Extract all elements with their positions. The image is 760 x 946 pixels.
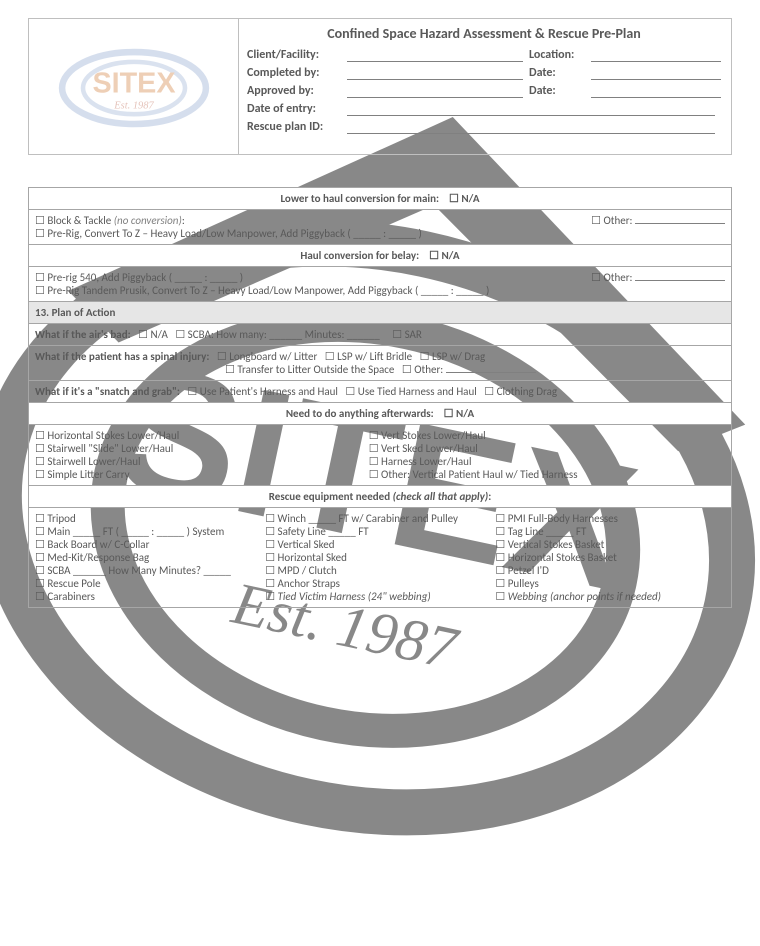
chk-eq-b0[interactable]: Winch _____ FT w/ Carabiner and Pulley: [265, 512, 493, 525]
row-snatch: What if it's a "snatch and grab": Use Pa…: [29, 380, 732, 402]
chk-after-r1[interactable]: Vert Sked Lower/Haul: [369, 442, 700, 455]
chk-lsp-drag[interactable]: LSP w/ Drag: [420, 350, 486, 363]
chk-block-tackle[interactable]: Block & Tackle: [35, 214, 111, 227]
label-rescue: Rescue plan ID:: [247, 120, 347, 136]
svg-text:Est. 1987: Est. 1987: [113, 100, 154, 111]
field-other-main[interactable]: [635, 214, 725, 224]
chk-after-r2[interactable]: Harness Lower/Haul: [369, 455, 700, 468]
chk-tied-harness[interactable]: Use Tied Harness and Haul: [345, 385, 476, 398]
chk-after-l2[interactable]: Stairwell Lower/Haul: [35, 455, 366, 468]
lower-main-options: Block & Tackle (no conversion): Other: P…: [29, 209, 732, 244]
field-date1[interactable]: [591, 66, 721, 80]
row-air: What if the air's bad: N/A SCBA: How man…: [29, 323, 732, 345]
equip-title: Rescue equipment needed (check all that …: [29, 485, 732, 507]
equip-options: Tripod Main _____ FT ( _____ : _____ ) S…: [29, 507, 732, 607]
chk-eq-a1[interactable]: Main _____ FT ( _____ : _____ ) System: [35, 525, 263, 538]
logo-cell: SITEX Est. 1987: [29, 19, 239, 155]
chk-eq-b3[interactable]: Horizontal Sked: [265, 551, 493, 564]
chk-eq-a6[interactable]: Carabiners: [35, 590, 263, 603]
chk-eq-c3[interactable]: Horizontal Stokes Basket: [495, 551, 716, 564]
chk-eq-a5[interactable]: Rescue Pole: [35, 577, 263, 590]
chk-patient-harness[interactable]: Use Patient's Harness and Haul: [187, 385, 338, 398]
haul-belay-title: Haul conversion for belay: N/A: [29, 244, 732, 266]
label-entry: Date of entry:: [247, 102, 347, 118]
after-col-left: Horizontal Stokes Lower/Haul Stairwell "…: [35, 429, 366, 481]
chk-scba[interactable]: SCBA: How many: ______ Minutes: ______: [175, 328, 379, 341]
label-date2: Date:: [529, 84, 591, 100]
chk-eq-c6[interactable]: Webbing (anchor points if needed): [495, 590, 716, 603]
page-title: Confined Space Hazard Assessment & Rescu…: [247, 25, 721, 42]
chk-lsp-lift[interactable]: LSP w/ Lift Bridle: [325, 350, 412, 363]
after-options: Horizontal Stokes Lower/Haul Stairwell "…: [29, 424, 732, 485]
chk-other-main[interactable]: Other:: [591, 214, 632, 227]
label-location: Location:: [529, 48, 591, 64]
chk-eq-c1[interactable]: Tag Line _____ FT: [495, 525, 716, 538]
chk-after-na[interactable]: N/A: [444, 407, 475, 420]
haul-belay-options: Pre-rig 540, Add Piggyback ( _____ : ___…: [29, 266, 732, 301]
chk-eq-a4[interactable]: SCBA ______ How Many Minutes? _____: [35, 564, 263, 577]
chk-after-l1[interactable]: Stairwell "Slide" Lower/Haul: [35, 442, 366, 455]
chk-prerig-z[interactable]: Pre-Rig, Convert To Z – Heavy Load/Low M…: [35, 227, 422, 240]
chk-sar[interactable]: SAR: [392, 328, 422, 341]
after-title: Need to do anything afterwards: N/A: [29, 402, 732, 424]
chk-tandem[interactable]: Pre-Rig Tandem Prusik, Convert To Z – He…: [35, 284, 489, 297]
field-location[interactable]: [591, 48, 721, 62]
equip-col1: Tripod Main _____ FT ( _____ : _____ ) S…: [35, 512, 263, 603]
sitex-logo-small: SITEX Est. 1987: [49, 39, 219, 131]
field-date2[interactable]: [591, 84, 721, 98]
chk-after-r3[interactable]: Other: Vertical Patient Haul w/ Tied Har…: [369, 468, 700, 481]
after-col-right: Vert Stokes Lower/Haul Vert Sked Lower/H…: [369, 429, 700, 481]
chk-eq-b6[interactable]: Tied Victim Harness (24" webbing): [265, 590, 493, 603]
chk-clothing-drag[interactable]: Clothing Drag: [484, 385, 557, 398]
chk-eq-c2[interactable]: Vertical Stokes Basket: [495, 538, 716, 551]
label-date1: Date:: [529, 66, 591, 82]
field-rescue[interactable]: [347, 120, 715, 134]
page-content: SITEX Est. 1987 Confined Space Hazard As…: [0, 0, 760, 626]
chk-spinal-other[interactable]: Other:: [402, 363, 443, 376]
label-completed: Completed by:: [247, 66, 347, 82]
field-spinal-other[interactable]: [446, 363, 536, 373]
field-other-belay[interactable]: [635, 271, 725, 281]
chk-transfer[interactable]: Transfer to Litter Outside the Space: [225, 363, 394, 376]
chk-na-main[interactable]: N/A: [449, 192, 480, 205]
chk-other-belay[interactable]: Other:: [591, 271, 632, 284]
label-client: Client/Facility:: [247, 48, 347, 64]
plan-header: 13. Plan of Action: [29, 301, 732, 323]
chk-eq-c4[interactable]: Petzel I'D: [495, 564, 716, 577]
chk-eq-b1[interactable]: Safety Line _____ FT: [265, 525, 493, 538]
chk-eq-a3[interactable]: Med-Kit/Response Bag: [35, 551, 263, 564]
equip-col3: PMI Full-Body Harnesses Tag Line _____ F…: [495, 512, 716, 603]
field-approved[interactable]: [347, 84, 523, 98]
lower-main-title: Lower to haul conversion for main: N/A: [29, 187, 732, 209]
field-completed[interactable]: [347, 66, 523, 80]
header-fields: Confined Space Hazard Assessment & Rescu…: [239, 19, 732, 155]
chk-eq-a0[interactable]: Tripod: [35, 512, 263, 525]
chk-eq-b5[interactable]: Anchor Straps: [265, 577, 493, 590]
chk-eq-a2[interactable]: Back Board w/ C-Collar: [35, 538, 263, 551]
field-entry[interactable]: [347, 102, 715, 116]
chk-longboard[interactable]: Longboard w/ Litter: [217, 350, 317, 363]
row-spinal: What if the patient has a spinal injury:…: [29, 345, 732, 380]
chk-air-na[interactable]: N/A: [138, 328, 168, 341]
chk-eq-b2[interactable]: Vertical Sked: [265, 538, 493, 551]
chk-prerig540[interactable]: Pre-rig 540, Add Piggyback ( _____ : ___…: [35, 271, 243, 284]
chk-eq-c5[interactable]: Pulleys: [495, 577, 716, 590]
header-table: SITEX Est. 1987 Confined Space Hazard As…: [28, 18, 732, 155]
label-approved: Approved by:: [247, 84, 347, 100]
equip-col2: Winch _____ FT w/ Carabiner and Pulley S…: [265, 512, 493, 603]
chk-after-r0[interactable]: Vert Stokes Lower/Haul: [369, 429, 700, 442]
chk-after-l3[interactable]: Simple Litter Carry: [35, 468, 366, 481]
chk-na-belay[interactable]: N/A: [429, 249, 460, 262]
chk-eq-b4[interactable]: MPD / Clutch: [265, 564, 493, 577]
svg-text:SITEX: SITEX: [92, 68, 175, 100]
chk-after-l0[interactable]: Horizontal Stokes Lower/Haul: [35, 429, 366, 442]
chk-eq-c0[interactable]: PMI Full-Body Harnesses: [495, 512, 716, 525]
form-section: Lower to haul conversion for main: N/A B…: [28, 187, 732, 608]
field-client[interactable]: [347, 48, 523, 62]
